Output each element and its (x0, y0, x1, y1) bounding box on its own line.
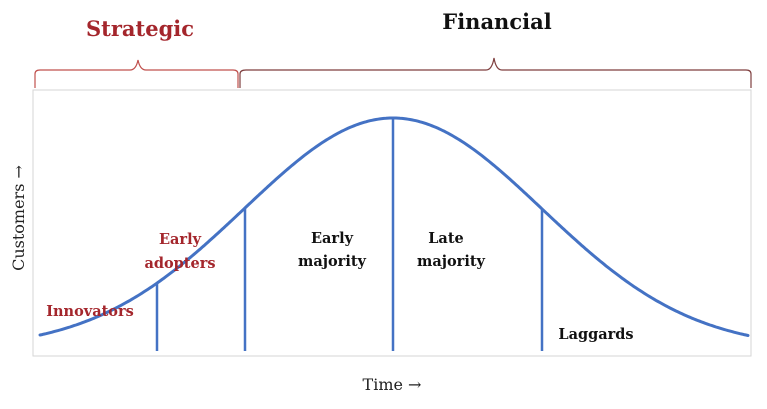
laggards-label: Laggards (558, 326, 633, 343)
early-majority-label-line2: majority (298, 253, 367, 270)
late-majority-label-line2: majority (417, 253, 486, 270)
early-adopters-label-line1: Early (159, 231, 202, 248)
early-majority-label-line1: Early (311, 230, 354, 247)
strategic-label: Strategic (86, 16, 194, 41)
early-adopters-label-line2: adopters (144, 255, 215, 272)
late-majority-label-line1: Late (428, 230, 464, 247)
x-axis-label: Time → (363, 375, 422, 394)
financial-bracket (239, 57, 752, 88)
strategic-bracket (34, 59, 239, 88)
financial-label: Financial (442, 9, 551, 34)
innovators-label: Innovators (46, 303, 134, 320)
plot-frame (32, 89, 752, 357)
y-axis-label: Customers → (9, 165, 28, 271)
